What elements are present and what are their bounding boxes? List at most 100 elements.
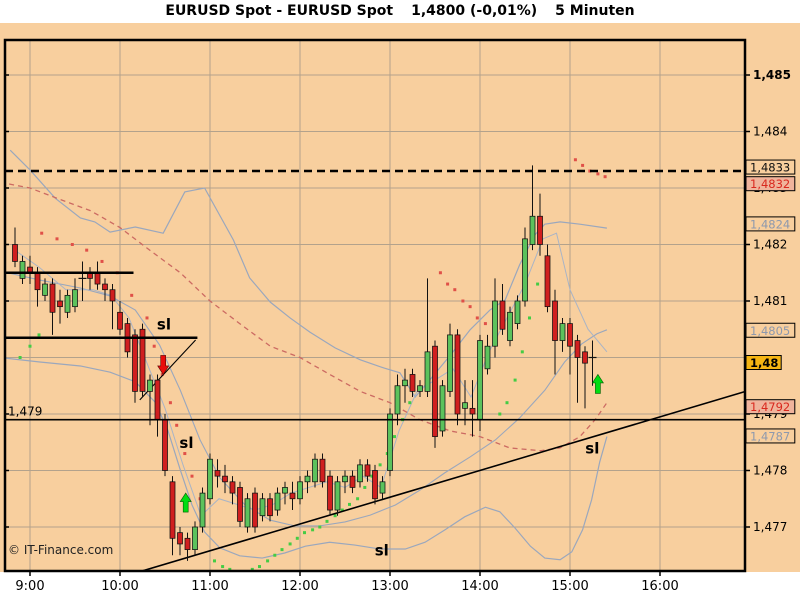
plot-area: sl sl sl sl 1,479 bbox=[5, 149, 746, 572]
candle bbox=[132, 329, 138, 403]
candle bbox=[19, 255, 26, 285]
candle bbox=[544, 244, 551, 313]
candle bbox=[409, 368, 416, 398]
candles-layer bbox=[12, 165, 597, 561]
stoploss-label: sl bbox=[179, 434, 193, 452]
candle bbox=[379, 476, 386, 499]
x-axis-label: 16:00 bbox=[641, 579, 678, 594]
left-price-label: 1,479 bbox=[8, 405, 42, 419]
instrument-title: EURUSD Spot - EURUSD Spot bbox=[165, 3, 394, 19]
candle bbox=[184, 532, 191, 561]
candle bbox=[57, 289, 63, 324]
price-tag-value: 1,48 bbox=[750, 356, 778, 370]
grid-lines bbox=[5, 40, 745, 571]
price-tag-box bbox=[745, 216, 796, 232]
candle bbox=[372, 464, 378, 505]
candle bbox=[469, 380, 476, 437]
candle bbox=[304, 470, 311, 494]
y-axis-label: 1,482 bbox=[753, 238, 787, 252]
price-tag-value: 1,4832 bbox=[750, 177, 790, 191]
candle bbox=[477, 334, 483, 431]
candle bbox=[229, 476, 236, 505]
price-tag-value: 1,4792 bbox=[750, 400, 790, 414]
y-axis-label: 1,481 bbox=[753, 294, 787, 308]
y-axis-label: 1,485 bbox=[753, 68, 791, 82]
x-axis-label: 9:00 bbox=[15, 579, 44, 594]
candle bbox=[199, 487, 206, 533]
price-tag-box bbox=[745, 355, 782, 370]
x-axis-label: 13:00 bbox=[371, 579, 408, 594]
buy-arrow-icon bbox=[179, 492, 192, 513]
candle bbox=[177, 527, 183, 556]
candle bbox=[78, 261, 87, 301]
candle bbox=[387, 408, 393, 477]
plot-border bbox=[3, 38, 747, 573]
bollinger-mid-line bbox=[5, 271, 608, 527]
price-tags: 1,4833 1,4832 1,4824 1,4805 1,48 1,4792 1,4787 bbox=[745, 159, 796, 444]
y-axis-label: 1,477 bbox=[753, 520, 787, 534]
x-axis-label: 15:00 bbox=[551, 579, 588, 594]
candle bbox=[402, 368, 408, 403]
watermark: © IT-Finance.com bbox=[8, 543, 114, 557]
candle bbox=[214, 459, 221, 488]
candle bbox=[244, 493, 251, 533]
candle bbox=[357, 459, 363, 488]
candle bbox=[394, 374, 401, 426]
candle bbox=[552, 289, 558, 375]
price-tag-value: 1,4787 bbox=[750, 429, 790, 443]
candle bbox=[147, 374, 153, 426]
stoploss-label: sl bbox=[585, 440, 599, 458]
candle bbox=[289, 481, 296, 511]
candle bbox=[559, 317, 566, 352]
candle bbox=[169, 476, 176, 556]
sell-arrow-icon bbox=[157, 355, 170, 376]
panel-background bbox=[0, 23, 800, 572]
candle bbox=[109, 284, 116, 330]
candle bbox=[64, 289, 71, 318]
candle bbox=[582, 346, 588, 409]
candle bbox=[342, 470, 348, 494]
x-axis-label: 12:00 bbox=[281, 579, 318, 594]
timeframe-label: 5 Minuten bbox=[555, 3, 635, 19]
candle bbox=[574, 334, 581, 403]
candle bbox=[588, 340, 597, 386]
candle bbox=[537, 193, 543, 256]
stoploss-label: sl bbox=[375, 541, 389, 559]
price-tag-value: 1,4824 bbox=[750, 217, 790, 231]
candle bbox=[117, 301, 123, 335]
candle bbox=[267, 493, 273, 522]
candle bbox=[522, 227, 528, 307]
candle bbox=[439, 380, 446, 437]
candle bbox=[417, 380, 423, 398]
candle bbox=[297, 476, 303, 505]
candle bbox=[432, 340, 438, 448]
candle bbox=[102, 278, 108, 301]
chart-title: EURUSD Spot - EURUSD Spot 1,4800 (-0,01%)… bbox=[0, 3, 800, 19]
bollinger-upper-line bbox=[9, 149, 607, 399]
price-tag-value: 1,4833 bbox=[750, 161, 790, 175]
candle bbox=[207, 453, 213, 505]
candle bbox=[484, 334, 491, 375]
price-tag-box bbox=[745, 322, 796, 338]
y-axis-label: 1,484 bbox=[753, 125, 787, 139]
ascending-trendline[interactable] bbox=[138, 390, 746, 572]
price-tag-value: 1,4805 bbox=[750, 324, 790, 338]
candle bbox=[274, 487, 281, 516]
candle bbox=[327, 470, 333, 516]
buy-arrow-icon bbox=[591, 373, 604, 394]
ma50-line bbox=[5, 182, 608, 452]
candle bbox=[162, 414, 168, 477]
candle bbox=[12, 227, 18, 268]
candle bbox=[72, 278, 78, 313]
candle bbox=[454, 329, 461, 426]
candle bbox=[237, 481, 243, 527]
candle bbox=[514, 295, 521, 330]
candle bbox=[282, 481, 288, 505]
candle bbox=[507, 306, 513, 347]
candle bbox=[222, 464, 228, 494]
candle bbox=[349, 470, 356, 494]
candle bbox=[567, 317, 573, 375]
x-axis-label: 14:00 bbox=[461, 579, 498, 594]
